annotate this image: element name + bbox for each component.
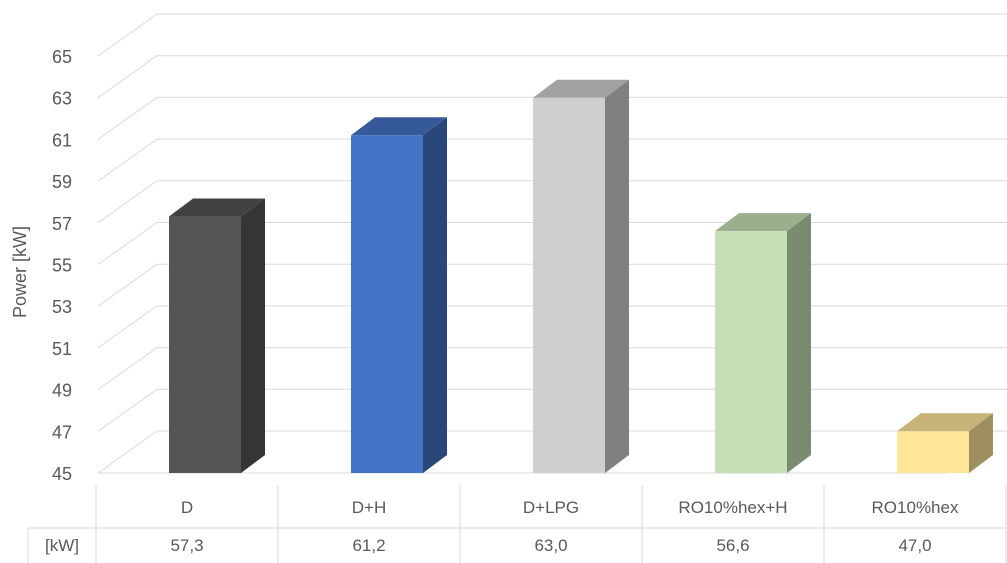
bar — [169, 198, 265, 474]
data-table-value: 47,0 — [898, 536, 931, 555]
y-axis-label: Power [kW] — [10, 226, 30, 318]
gridline-depth — [97, 305, 158, 349]
data-table-value: 57,3 — [170, 536, 203, 555]
bar — [351, 117, 447, 474]
bar — [897, 413, 993, 473]
bar-top — [169, 198, 265, 217]
gridline-depth — [97, 430, 158, 474]
y-tick-label: 59 — [52, 172, 72, 192]
data-table: [kW] D D+H D+LPG RO10%hex+H RO10%hex 57,3 61,2… — [27, 485, 1007, 563]
bar — [533, 79, 629, 473]
gridline-depth — [97, 347, 158, 391]
bar-front — [897, 431, 969, 473]
bar-top — [533, 79, 629, 98]
gridline-depth — [97, 96, 158, 140]
data-table-value: 56,6 — [716, 536, 749, 555]
bars — [169, 79, 993, 474]
y-tick-label: 55 — [52, 256, 72, 276]
gridline-depth — [97, 222, 158, 265]
bar-side — [787, 213, 811, 473]
bar-side — [969, 413, 993, 473]
gridline-depth — [97, 13, 158, 57]
bar-side — [605, 79, 629, 473]
category-label: D+H — [352, 498, 386, 517]
bar-top — [351, 117, 447, 136]
bar-side — [423, 117, 447, 473]
bar-front — [169, 216, 241, 474]
gridline-depth — [97, 55, 158, 99]
category-label: D+LPG — [523, 498, 579, 517]
bar-front — [351, 135, 423, 474]
gridline-depth — [97, 180, 158, 224]
bar-side — [241, 198, 265, 474]
category-label: D — [181, 498, 193, 517]
y-tick-label: 61 — [52, 130, 72, 150]
data-table-row-label: [kW] — [45, 536, 79, 555]
y-axis-ticks: 45 47 49 51 53 55 57 59 61 63 65 — [52, 47, 72, 484]
bar-front — [533, 97, 605, 473]
gridline-depth — [97, 388, 158, 432]
y-tick-label: 57 — [52, 214, 72, 234]
category-label: RO10%hex+H — [678, 498, 787, 517]
data-table-value: 61,2 — [352, 536, 385, 555]
y-tick-label: 51 — [52, 339, 72, 359]
bar — [715, 213, 811, 473]
gridline-depth — [97, 138, 158, 182]
y-tick-label: 53 — [52, 297, 72, 317]
bar-top — [715, 213, 811, 232]
y-tick-label: 49 — [52, 381, 72, 401]
category-label: RO10%hex — [872, 498, 959, 517]
bar-front — [715, 231, 787, 473]
y-tick-label: 45 — [52, 464, 72, 484]
data-table-value: 63,0 — [534, 536, 567, 555]
y-tick-label: 47 — [52, 422, 72, 442]
y-tick-label: 63 — [52, 89, 72, 109]
y-tick-label: 65 — [52, 47, 72, 67]
gridline-depth — [97, 263, 158, 307]
bar-top — [897, 413, 993, 432]
